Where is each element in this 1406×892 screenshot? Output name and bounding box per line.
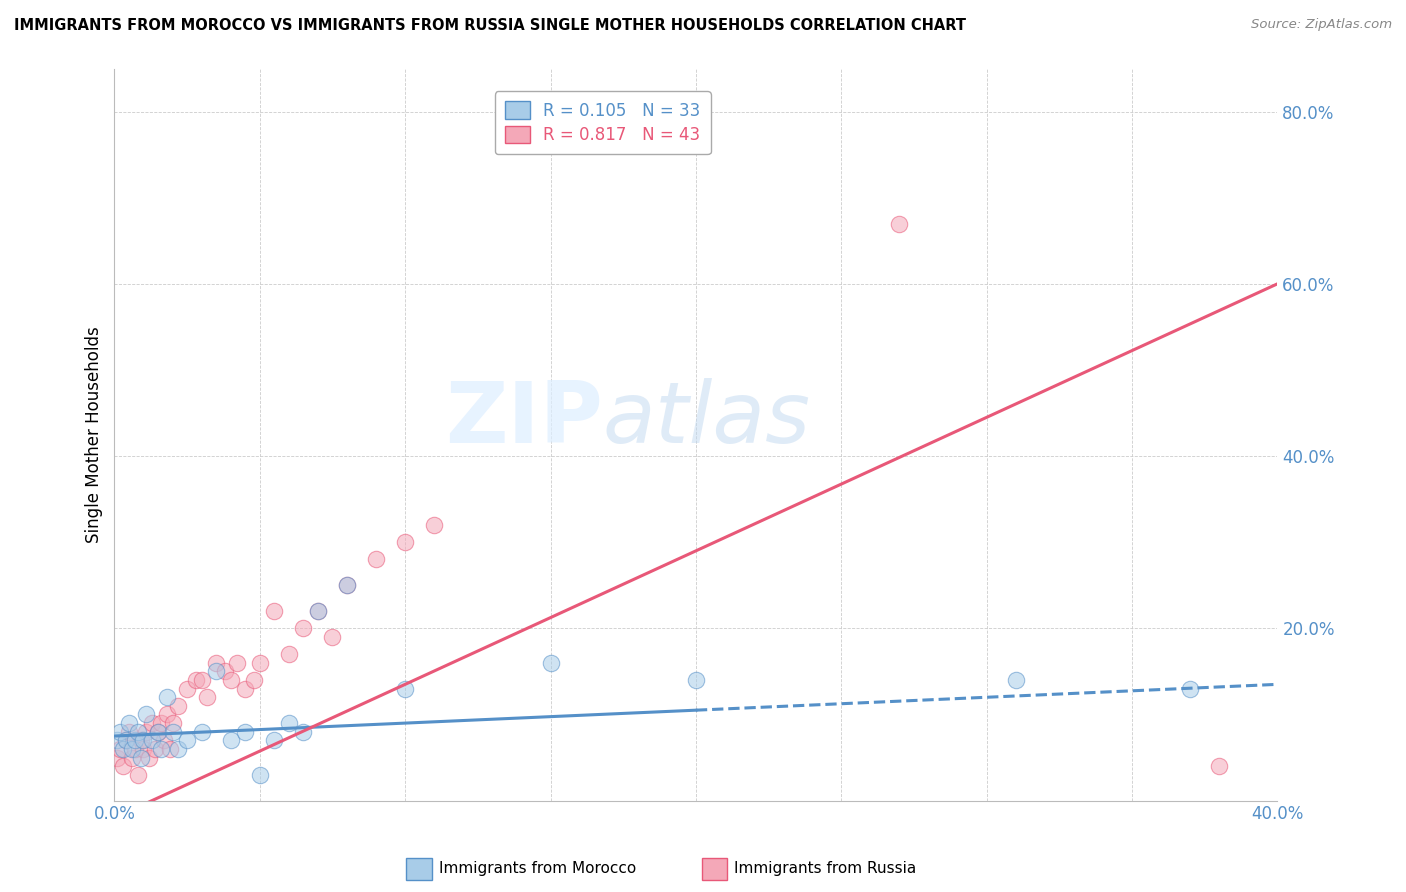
Point [149,742,172,756]
Text: IMMIGRANTS FROM MOROCCO VS IMMIGRANTS FROM RUSSIA SINGLE MOTHER HOUSEHOLDS CORRE: IMMIGRANTS FROM MOROCCO VS IMMIGRANTS FR… [14,18,966,33]
Point [127,768,149,782]
Point [685,673,707,687]
Point [249,768,271,782]
Point [336,578,359,592]
Point [159,742,181,756]
Point [112,742,135,756]
Point [162,716,184,731]
Point [132,742,155,756]
Legend: R = 0.105   N = 33, R = 0.817   N = 43: R = 0.105 N = 33, R = 0.817 N = 43 [495,92,710,154]
Point [105,733,128,747]
Point [143,742,166,756]
Point [110,742,132,756]
Point [292,724,315,739]
Point [121,742,143,756]
Point [124,733,146,747]
Point [190,673,212,687]
Point [156,690,179,705]
Point [149,716,172,731]
Point [249,656,271,670]
Point [364,552,387,566]
Point [141,733,163,747]
Point [1208,759,1230,773]
Point [153,733,176,747]
Point [156,707,179,722]
Point [394,681,416,696]
Point [197,690,219,705]
Point [146,724,169,739]
Text: Immigrants from Russia: Immigrants from Russia [734,862,917,876]
Point [307,604,329,618]
Point [205,665,228,679]
Point [129,733,152,747]
Point [184,673,207,687]
Point [176,733,198,747]
Point [162,724,184,739]
Point [321,630,343,644]
Point [205,656,228,670]
Point [115,733,138,747]
Point [127,724,149,739]
Point [277,716,299,731]
Point [141,716,163,731]
Point [263,604,285,618]
Text: ZIP: ZIP [446,378,603,461]
Point [263,733,285,747]
Point [146,724,169,739]
Point [277,647,299,661]
Point [135,707,157,722]
Point [394,535,416,549]
Point [219,733,242,747]
Point [233,724,256,739]
Point [124,742,146,756]
Point [110,724,132,739]
Point [225,656,247,670]
Point [118,716,141,731]
Point [132,733,155,747]
Text: atlas: atlas [603,378,811,461]
Text: Immigrants from Morocco: Immigrants from Morocco [439,862,636,876]
Text: Source: ZipAtlas.com: Source: ZipAtlas.com [1251,18,1392,31]
Point [243,673,266,687]
Point [233,681,256,696]
Point [540,656,562,670]
Point [115,733,138,747]
Point [112,759,135,773]
Point [167,698,190,713]
Point [121,750,143,764]
Point [129,750,152,764]
Point [214,665,236,679]
Point [423,518,446,533]
Point [190,724,212,739]
Point [336,578,359,592]
Y-axis label: Single Mother Households: Single Mother Households [86,326,103,543]
Point [307,604,329,618]
Point [138,750,160,764]
Point [176,681,198,696]
Point [118,724,141,739]
Point [105,750,128,764]
Point [1004,673,1026,687]
Point [135,724,157,739]
Point [219,673,242,687]
Point [889,217,911,231]
Point [292,621,315,635]
Point [1178,681,1201,696]
Point [167,742,190,756]
